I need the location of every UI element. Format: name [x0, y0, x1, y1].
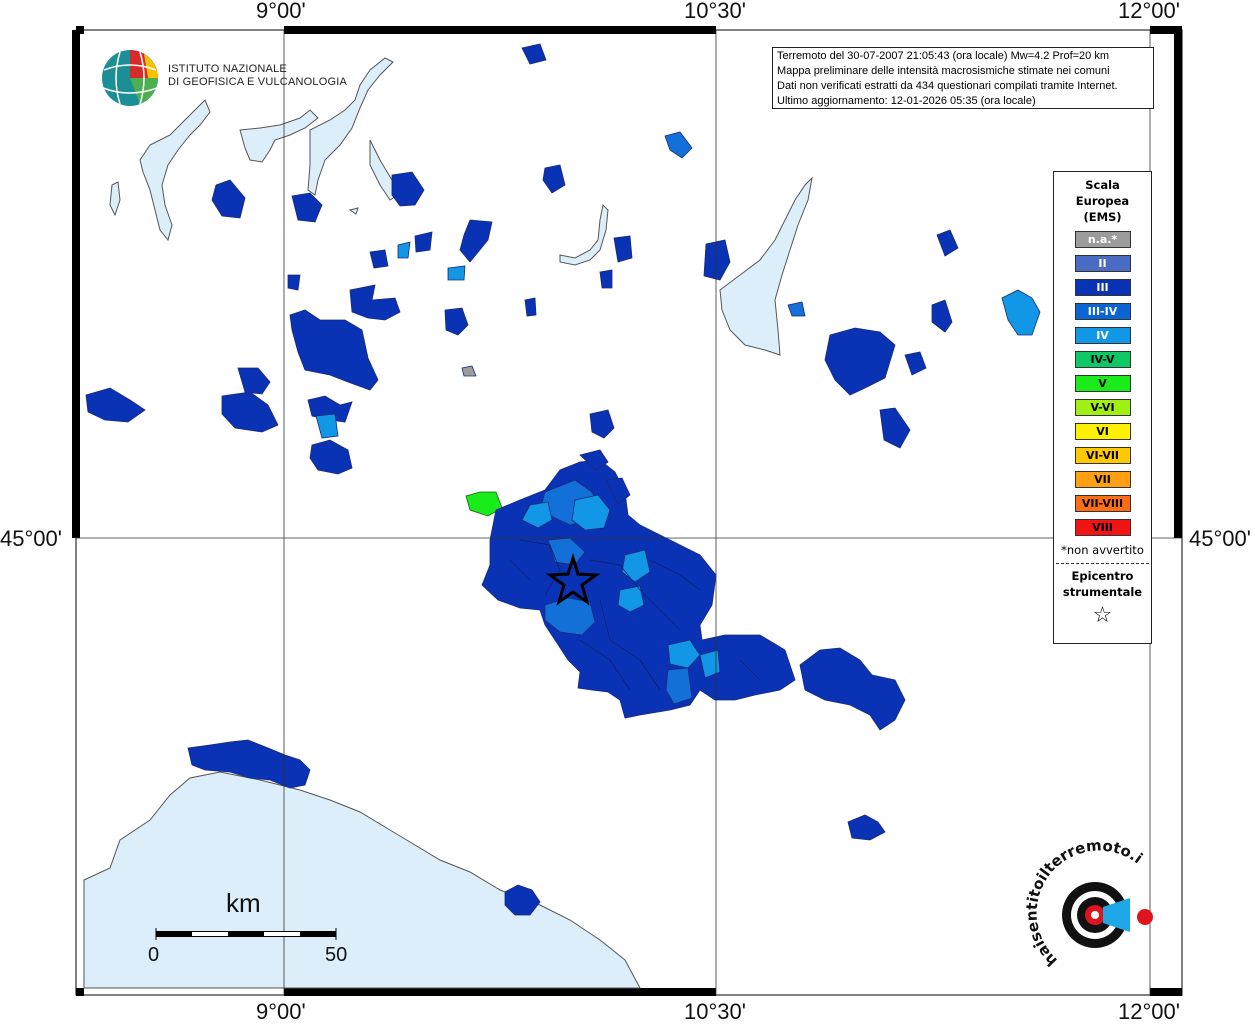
- legend-swatch-12: VIII: [1074, 519, 1131, 536]
- info-line-3: Dati non verificati estratti da 434 ques…: [777, 80, 1118, 92]
- legend-swatch-2: III: [1074, 279, 1131, 296]
- legend-title-3: (EMS): [1083, 210, 1122, 224]
- legend-swatch-11: VII-VIII: [1074, 495, 1131, 512]
- legend-title-1: Scala: [1085, 178, 1120, 192]
- scale-bar-title: km: [226, 888, 261, 918]
- legend-swatch-0: n.a.*: [1074, 231, 1131, 248]
- legend-items: n.a.* II III III-IV IV IV-V V V-VI VI VI-VII VII VI…: [1054, 231, 1151, 536]
- event-info-box: Terremoto del 30-07-2007 21:05:43 (ora l…: [772, 47, 1154, 109]
- star-icon: ☆: [1092, 603, 1113, 628]
- legend-separator: [1056, 563, 1149, 564]
- bottom-tick-9: 9°00': [256, 999, 306, 1024]
- ingv-line1: ISTITUTO NAZIONALE: [168, 63, 287, 75]
- scale-bar: [155, 928, 337, 940]
- legend-swatch-8: VI: [1074, 423, 1131, 440]
- legend-swatch-6: V: [1074, 375, 1131, 392]
- info-line-2: Mappa preliminare delle intensità macros…: [777, 65, 1110, 77]
- legend-swatch-10: VII: [1074, 471, 1131, 488]
- legend-title-2: Europea: [1075, 194, 1130, 208]
- epicenter-label-1: Epicentro: [1071, 569, 1134, 583]
- epicenter-label-2: strumentale: [1062, 585, 1143, 599]
- legend-title: Scala Europea (EMS): [1054, 177, 1151, 225]
- intensity-legend: Scala Europea (EMS) n.a.* II III III-IV IV IV…: [1053, 171, 1152, 644]
- info-line-4: Ultimo aggiornamento: 12-01-2026 05:35 (…: [777, 95, 1036, 107]
- scale-bar-end: 50: [325, 944, 348, 966]
- top-tick-10-30: 10°30': [684, 0, 746, 23]
- top-tick-9: 9°00': [256, 0, 306, 23]
- bottom-tick-10-30: 10°30': [684, 999, 746, 1024]
- legend-note: *non avvertito: [1061, 543, 1144, 557]
- scale-bar-start: 0: [148, 944, 160, 966]
- left-tick-45: 45°00': [0, 526, 62, 551]
- ingv-globe-icon: [102, 50, 158, 106]
- epicenter-label: Epicentro strumentale: [1054, 568, 1151, 600]
- target-megaphone-icon: [1062, 882, 1153, 948]
- municipal-boundaries: [509, 539, 761, 691]
- intensity-areas: [85, 43, 1041, 916]
- legend-swatch-9: VI-VII: [1074, 447, 1131, 464]
- legend-swatch-5: IV-V: [1074, 351, 1131, 368]
- right-tick-45: 45°00': [1189, 526, 1251, 551]
- ingv-logo-text: ISTITUTO NAZIONALE DI GEOFISICA E VULCAN…: [168, 63, 347, 89]
- epicenter-star-icon: [545, 552, 601, 606]
- ingv-line2: DI GEOFISICA E VULCANOLOGIA: [168, 76, 347, 88]
- legend-swatch-4: IV: [1074, 327, 1131, 344]
- legend-swatch-3: III-IV: [1074, 303, 1131, 320]
- lakes: [109, 57, 813, 356]
- bottom-tick-12: 12°00': [1118, 999, 1180, 1024]
- legend-swatch-1: II: [1074, 255, 1131, 272]
- info-line-1: Terremoto del 30-07-2007 21:05:43 (ora l…: [777, 50, 1110, 62]
- legend-swatch-7: V-VI: [1074, 399, 1131, 416]
- top-tick-12: 12°00': [1118, 0, 1180, 23]
- frame-checker: [72, 26, 1182, 996]
